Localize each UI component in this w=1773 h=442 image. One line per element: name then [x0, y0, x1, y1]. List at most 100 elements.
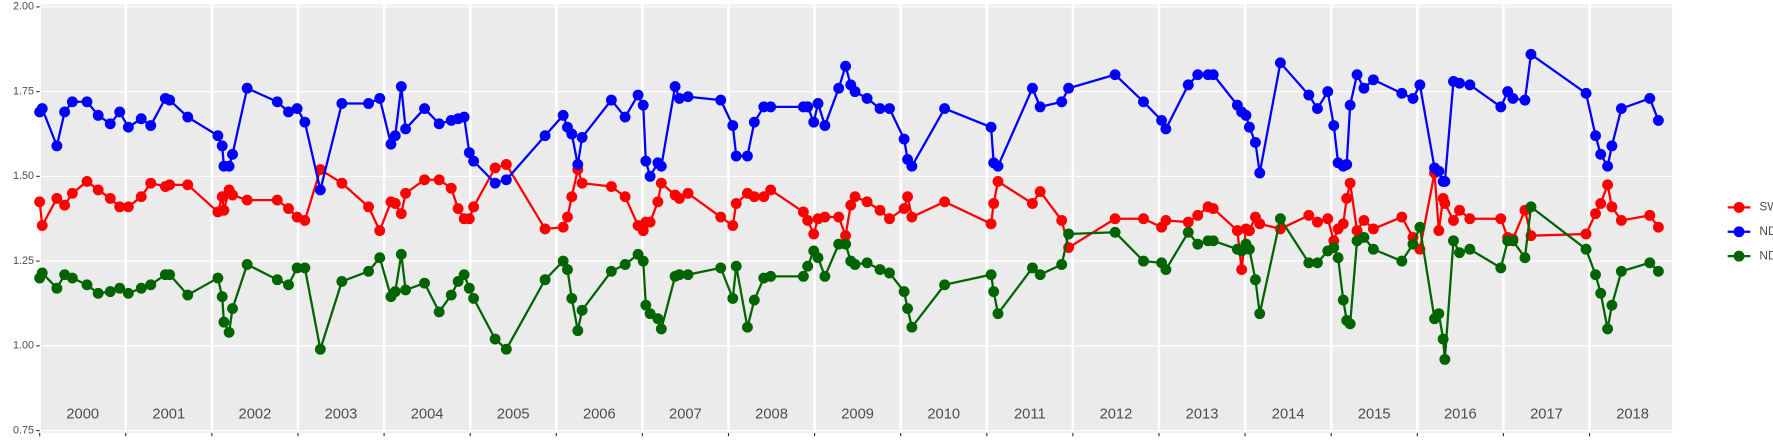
- point: [1439, 176, 1451, 187]
- point: [81, 176, 93, 187]
- point: [182, 179, 194, 191]
- point: [1595, 287, 1607, 299]
- point: [619, 191, 631, 203]
- point: [741, 321, 753, 333]
- point: [114, 282, 126, 294]
- point: [419, 277, 430, 289]
- point: [640, 299, 652, 311]
- point: [468, 201, 480, 213]
- point: [1644, 92, 1656, 104]
- point: [1182, 79, 1194, 91]
- point: [1192, 209, 1204, 221]
- point: [1138, 255, 1149, 267]
- point: [336, 276, 348, 287]
- point: [135, 282, 147, 294]
- point: [299, 262, 311, 274]
- point: [539, 223, 551, 235]
- point: [906, 211, 918, 223]
- point: [566, 191, 578, 203]
- point: [572, 159, 584, 170]
- point: [1337, 294, 1349, 306]
- point: [500, 174, 512, 186]
- point: [1396, 211, 1408, 223]
- point: [992, 160, 1004, 172]
- point: [433, 174, 445, 186]
- point: [1182, 226, 1194, 238]
- y-tick-label: 0.75: [13, 424, 34, 436]
- point: [833, 211, 845, 223]
- point: [1454, 204, 1465, 216]
- point: [1606, 299, 1618, 311]
- point: [673, 92, 685, 104]
- point: [1322, 86, 1334, 98]
- point: [182, 289, 194, 301]
- point: [223, 326, 235, 338]
- point: [1580, 87, 1592, 99]
- point: [1311, 257, 1323, 269]
- point: [1160, 214, 1172, 226]
- point: [1109, 213, 1121, 225]
- point: [644, 308, 656, 320]
- year-label: 2004: [411, 407, 444, 423]
- legend-label: NDVI: [1759, 224, 1773, 238]
- point: [849, 86, 861, 98]
- point: [1328, 242, 1340, 253]
- point: [1231, 225, 1243, 237]
- point: [463, 282, 475, 294]
- point: [576, 131, 588, 143]
- point: [1240, 109, 1252, 121]
- point: [1192, 238, 1204, 250]
- point: [1464, 79, 1476, 91]
- point: [985, 269, 997, 281]
- point: [1358, 82, 1370, 94]
- point: [271, 274, 283, 286]
- point: [557, 221, 569, 233]
- point: [34, 196, 46, 208]
- legend-key-point: [1733, 201, 1745, 213]
- point: [637, 255, 649, 267]
- year-label: 2010: [927, 407, 960, 423]
- point: [291, 103, 303, 115]
- point: [1433, 225, 1445, 237]
- point: [182, 111, 194, 123]
- point: [619, 111, 631, 123]
- point: [884, 103, 895, 115]
- point: [572, 325, 584, 337]
- point: [1495, 213, 1507, 225]
- point: [1243, 243, 1255, 255]
- point: [1590, 208, 1601, 220]
- point: [145, 120, 157, 131]
- point: [1439, 198, 1451, 209]
- point: [452, 203, 464, 215]
- year-label: 2013: [1186, 407, 1219, 423]
- year-label: 2005: [497, 407, 530, 423]
- point: [730, 198, 742, 209]
- point: [389, 198, 401, 209]
- year-label: 2007: [669, 407, 702, 423]
- point: [363, 265, 375, 277]
- point: [1138, 96, 1149, 108]
- point: [122, 121, 134, 133]
- point: [1414, 79, 1426, 91]
- point: [808, 228, 820, 240]
- point: [884, 267, 895, 279]
- point: [1615, 103, 1627, 115]
- point: [59, 106, 71, 118]
- point: [1396, 87, 1408, 99]
- point: [1311, 216, 1323, 228]
- point: [1615, 214, 1627, 226]
- point: [1606, 201, 1618, 213]
- point: [637, 225, 649, 237]
- point: [463, 213, 475, 225]
- point: [1525, 48, 1537, 60]
- point: [566, 292, 578, 304]
- point: [1464, 243, 1476, 255]
- point: [135, 191, 147, 203]
- point: [500, 343, 512, 355]
- point: [849, 259, 861, 270]
- point: [562, 211, 573, 223]
- year-label: 2011: [1014, 407, 1046, 423]
- point: [1207, 235, 1219, 247]
- point: [1358, 231, 1370, 243]
